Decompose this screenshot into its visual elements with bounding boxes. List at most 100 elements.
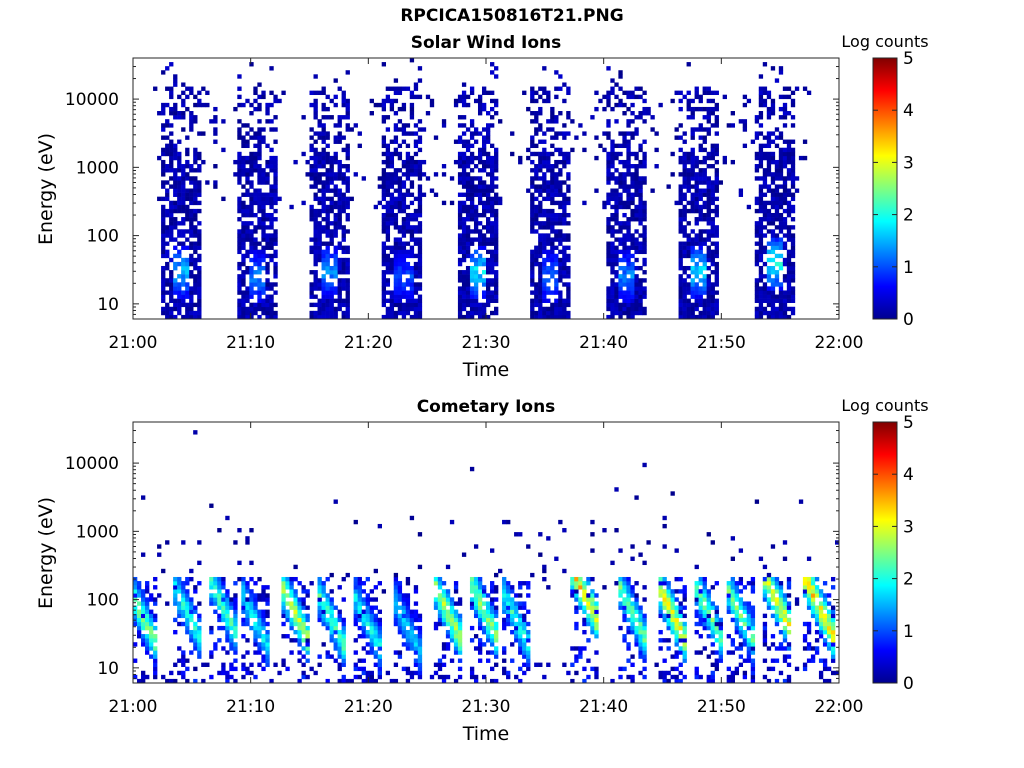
heatmap-cell — [706, 282, 711, 287]
heatmap-cell — [405, 629, 411, 635]
heatmap-cell — [325, 593, 330, 598]
heatmap-cell — [429, 102, 435, 108]
heatmap-cell — [169, 294, 174, 299]
heatmap-cell — [273, 229, 278, 234]
heatmap-cell — [686, 286, 691, 291]
heatmap-cell — [273, 282, 278, 287]
heatmap-cell — [389, 159, 395, 165]
heatmap-cell — [269, 306, 274, 312]
heatmap-cell — [337, 270, 342, 275]
heatmap-cell — [762, 176, 768, 181]
heatmap-cell — [590, 576, 595, 582]
heatmap-cell — [469, 196, 475, 202]
heatmap-cell — [409, 515, 415, 521]
heatmap-cell — [333, 249, 338, 255]
heatmap-cell — [345, 168, 350, 173]
heatmap-cell — [550, 188, 555, 193]
heatmap-cell — [477, 196, 483, 202]
heatmap-cell — [353, 123, 358, 128]
heatmap-cell — [185, 212, 190, 218]
heatmap-cell — [193, 212, 198, 218]
heatmap-cell — [409, 674, 415, 680]
heatmap-cell — [461, 90, 467, 96]
heatmap-cell — [714, 119, 719, 124]
heatmap-cell — [381, 212, 387, 218]
heatmap-cell — [405, 159, 411, 165]
heatmap-cell — [530, 135, 535, 140]
heatmap-cell — [217, 581, 222, 586]
heatmap-cell — [165, 143, 170, 149]
heatmap-cell — [758, 86, 764, 91]
heatmap-cell — [626, 294, 631, 299]
heatmap-cell — [397, 119, 403, 124]
heatmap-cell — [149, 629, 154, 635]
heatmap-cell — [173, 102, 178, 108]
heatmap-cell — [381, 302, 387, 308]
heatmap-cell — [626, 265, 631, 271]
heatmap-cell — [321, 127, 326, 132]
heatmap-cell — [241, 589, 246, 594]
heatmap-cell — [241, 139, 246, 144]
heatmap-cell — [678, 302, 683, 308]
heatmap-cell — [522, 646, 527, 651]
heatmap-cell — [309, 581, 314, 586]
heatmap-cell — [702, 310, 707, 316]
heatmap-cell — [686, 249, 691, 255]
heatmap-cell — [373, 204, 378, 210]
heatmap-cell — [682, 217, 687, 222]
heatmap-cell — [305, 674, 310, 680]
heatmap-cell — [397, 168, 403, 173]
heatmap-cell — [357, 576, 362, 582]
heatmap-cell — [542, 233, 547, 238]
heatmap-cell — [361, 634, 366, 639]
heatmap-cell — [329, 229, 334, 234]
heatmap-cell — [766, 310, 772, 316]
heatmap-cell — [469, 310, 475, 316]
heatmap-cell — [469, 180, 475, 185]
heatmap-cell — [626, 629, 631, 635]
heatmap-cell — [253, 159, 258, 165]
heatmap-cell — [702, 265, 707, 271]
heatmap-cell — [490, 123, 495, 128]
heatmap-cell — [385, 310, 391, 316]
heatmap-cell — [397, 613, 403, 619]
heatmap-cell — [606, 298, 611, 303]
heatmap-cell — [409, 172, 415, 177]
heatmap-cell — [401, 200, 407, 206]
heatmap-cell — [754, 115, 760, 120]
heatmap-cell — [550, 106, 555, 112]
heatmap-cell — [345, 196, 350, 202]
heatmap-cell — [181, 168, 186, 173]
heatmap-cell — [457, 634, 463, 639]
heatmap-cell — [401, 233, 407, 238]
heatmap-cell — [229, 666, 234, 672]
heatmap-cell — [770, 204, 776, 210]
heatmap-cell — [682, 286, 687, 291]
heatmap-cell — [530, 298, 535, 303]
heatmap-cell — [558, 290, 563, 295]
heatmap-cell — [377, 634, 382, 639]
heatmap-cell — [610, 90, 615, 96]
heatmap-cell — [766, 151, 772, 157]
heatmap-cell — [538, 278, 543, 283]
heatmap-cell — [457, 674, 463, 680]
heatmap-cell — [449, 601, 455, 606]
heatmap-cell — [790, 290, 796, 295]
heatmap-cell — [341, 257, 346, 263]
heatmap-cell — [453, 581, 459, 586]
heatmap-cell — [409, 282, 415, 287]
heatmap-cell — [257, 650, 262, 655]
heatmap-cell — [494, 290, 499, 295]
heatmap-cell — [405, 302, 411, 308]
heatmap-cell — [257, 180, 262, 185]
heatmap-cell — [161, 270, 166, 275]
heatmap-cell — [594, 106, 599, 112]
heatmap-cell — [606, 172, 611, 177]
heatmap-cell — [702, 314, 707, 320]
heatmap-cell — [614, 94, 619, 100]
heatmap-cell — [502, 666, 507, 672]
heatmap-cell — [473, 294, 479, 299]
heatmap-cell — [265, 143, 270, 149]
heatmap-cell — [778, 184, 784, 189]
heatmap-cell — [790, 102, 796, 108]
